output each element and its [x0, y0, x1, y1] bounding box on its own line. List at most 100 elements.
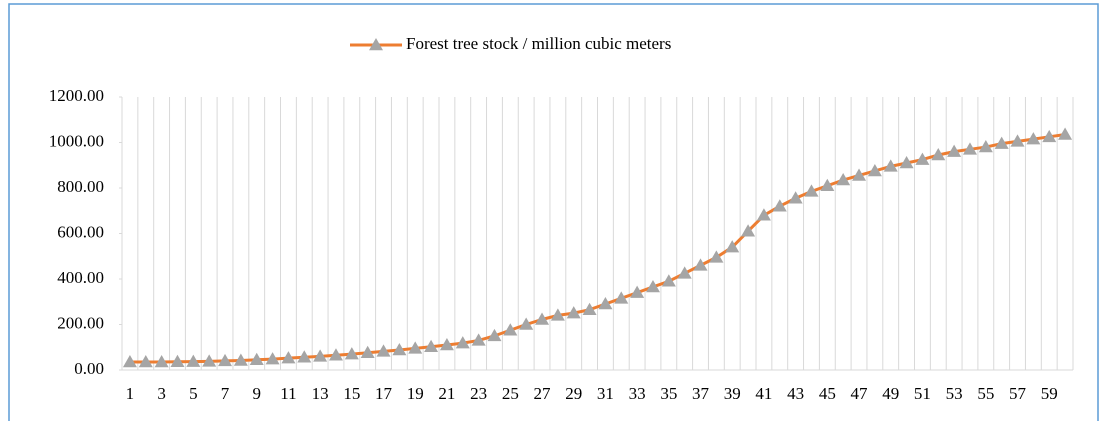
marker	[360, 345, 375, 358]
marker	[170, 354, 185, 368]
marker	[519, 317, 534, 330]
marker	[297, 350, 312, 363]
y-tick-label: 400.00	[57, 268, 104, 287]
marker	[218, 353, 233, 367]
marker	[535, 312, 550, 325]
marker	[503, 323, 518, 336]
marker	[138, 355, 153, 368]
x-tick-label: 49	[882, 384, 899, 403]
x-tick-label: 9	[252, 384, 261, 403]
x-tick-label: 41	[755, 384, 772, 403]
marker	[233, 353, 248, 366]
x-tick-label: 29	[565, 384, 582, 403]
x-tick-label: 7	[221, 384, 230, 403]
x-tick-label: 53	[946, 384, 963, 403]
x-tick-label: 13	[312, 384, 329, 403]
x-tick-label: 5	[189, 384, 198, 403]
marker	[788, 191, 803, 204]
marker	[725, 240, 740, 253]
marker	[645, 279, 660, 293]
marker	[947, 144, 962, 157]
x-tick-label: 15	[343, 384, 360, 403]
y-tick-label: 800.00	[57, 177, 104, 196]
x-tick-label: 1	[126, 384, 135, 403]
y-tick-label: 1200.00	[49, 86, 104, 105]
marker	[313, 349, 328, 362]
marker	[471, 333, 486, 346]
x-tick-label: 59	[1041, 384, 1058, 403]
marker	[852, 168, 867, 181]
marker	[487, 328, 502, 342]
marker	[899, 155, 914, 169]
x-tick-label: 35	[660, 384, 677, 403]
marker	[344, 347, 359, 360]
x-tick-label: 27	[534, 384, 552, 403]
marker	[693, 258, 708, 271]
marker	[1010, 134, 1025, 147]
marker	[122, 355, 137, 368]
marker	[598, 297, 613, 310]
marker	[1026, 132, 1041, 145]
marker	[376, 344, 391, 357]
x-tick-label: 17	[375, 384, 393, 403]
marker	[630, 285, 645, 298]
marker	[772, 199, 787, 212]
marker	[328, 348, 343, 361]
chart-frame	[8, 3, 1099, 421]
marker	[154, 355, 169, 368]
x-tick-label: 37	[692, 384, 710, 403]
marker	[392, 342, 407, 356]
marker	[978, 140, 993, 153]
x-tick-label: 21	[438, 384, 455, 403]
y-tick-label: 200.00	[57, 313, 104, 332]
x-tick-label: 11	[280, 384, 296, 403]
legend-marker	[369, 38, 383, 51]
marker	[202, 354, 217, 367]
x-tick-label: 33	[629, 384, 646, 403]
marker	[931, 148, 946, 161]
marker	[265, 352, 280, 365]
marker	[756, 208, 771, 221]
marker	[249, 352, 264, 366]
marker	[804, 184, 819, 197]
marker	[408, 341, 423, 354]
marker	[867, 163, 882, 177]
x-tick-label: 39	[724, 384, 741, 403]
marker	[661, 274, 676, 287]
y-tick-label: 600.00	[57, 222, 104, 241]
marker	[550, 308, 565, 321]
marker	[566, 306, 581, 319]
x-tick-label: 23	[470, 384, 487, 403]
marker	[439, 337, 454, 351]
y-tick-label: 0.00	[74, 359, 104, 378]
x-tick-label: 3	[157, 384, 166, 403]
x-tick-label: 45	[819, 384, 836, 403]
x-tick-label: 19	[407, 384, 424, 403]
marker	[709, 250, 724, 263]
marker	[820, 178, 835, 191]
y-tick-label: 1000.00	[49, 131, 104, 150]
marker	[186, 354, 201, 367]
marker	[1058, 127, 1073, 140]
marker	[962, 142, 977, 155]
marker	[582, 302, 597, 315]
marker	[1042, 129, 1057, 143]
x-tick-label: 25	[502, 384, 519, 403]
x-tick-label: 57	[1009, 384, 1027, 403]
x-tick-label: 51	[914, 384, 931, 403]
x-tick-label: 47	[851, 384, 869, 403]
x-tick-label: 31	[597, 384, 614, 403]
marker	[281, 351, 296, 364]
marker	[741, 224, 756, 237]
marker	[677, 266, 692, 279]
legend-label: Forest tree stock / million cubic meters	[406, 34, 671, 53]
marker	[883, 159, 898, 172]
marker	[424, 339, 439, 353]
marker	[836, 173, 851, 186]
x-tick-label: 55	[977, 384, 994, 403]
marker	[994, 136, 1009, 149]
x-tick-label: 43	[787, 384, 804, 403]
marker	[614, 291, 629, 304]
